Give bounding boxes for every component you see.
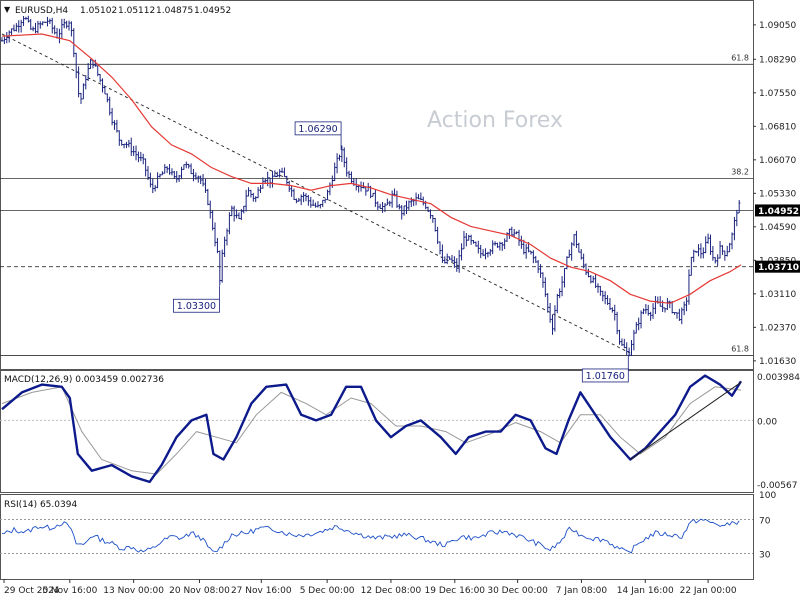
ohlc-bars (0, 15, 741, 357)
price-y-tick-label: 1.02370 (759, 323, 796, 333)
price-label-box (173, 298, 220, 313)
price-y-tick-label: 1.09050 (759, 21, 796, 31)
header-ohlc-value: 1.05112 (118, 6, 155, 16)
x-tick-label: 29 Oct 2024 (4, 586, 60, 596)
price-y-tick-label: 1.08290 (759, 55, 796, 65)
header-ohlc-value: 1.04952 (194, 6, 231, 16)
price-y-tick-label: 1.04590 (759, 223, 796, 233)
macd-line (1, 374, 743, 484)
moving-average-line (1, 33, 742, 304)
axis-price-tag-text: 1.03710 (758, 263, 799, 273)
price-y-tick-label: 1.06070 (759, 156, 796, 166)
x-tick-label: 5 Dec 00:00 (300, 586, 355, 596)
price-y-tick-label: 1.03110 (759, 290, 796, 300)
x-tick-label: 20 Nov 08:00 (169, 586, 230, 596)
header-ohlc-value: 1.04875 (156, 6, 193, 16)
macd-signal-line (1, 386, 742, 475)
x-tick-label: 22 Jan 00:00 (680, 586, 737, 596)
axis-price-tag (755, 260, 800, 273)
header-ohlc-value: 1.05102 (80, 6, 117, 16)
rsi-y-tick-label: 70 (759, 517, 771, 527)
macd-y-tick-label: 0.00 (757, 417, 777, 427)
x-tick-label: 14 Jan 16:00 (617, 586, 674, 596)
price-y-tick-label: 1.01630 (759, 357, 796, 367)
macd-y-tick-label: -0.00567 (757, 481, 797, 491)
rsi-y-tick-label: 100 (759, 491, 776, 501)
price-label-text: 1.03300 (177, 301, 216, 312)
x-tick-label: 12 Dec 08:00 (361, 586, 422, 596)
x-tick-label: 27 Nov 16:00 (231, 586, 292, 596)
level-label: 61.8 (731, 53, 749, 62)
x-tick-label: 7 Jan 08:00 (556, 586, 608, 596)
level-label: 38.2 (731, 167, 749, 176)
price-y-tick-label: 1.07550 (759, 89, 796, 99)
panel-frame-1 (0, 370, 754, 493)
axis-price-tag-text: 1.04952 (758, 207, 799, 217)
x-tick-label: 13 Nov 00:00 (103, 586, 164, 596)
rsi-y-tick-label: 30 (759, 551, 771, 561)
price-label-box (581, 368, 629, 383)
level-label: 61.8 (731, 344, 749, 353)
price-label-text: 1.06290 (298, 124, 337, 135)
price-y-tick-label: 1.06810 (759, 122, 796, 132)
macd-trend-line (630, 381, 742, 460)
price-label-box (294, 121, 342, 136)
rsi-line (1, 518, 740, 554)
x-tick-label: 5 Nov 16:00 (42, 586, 97, 596)
panel-frame-0 (0, 0, 754, 370)
axis-price-tag (755, 204, 800, 217)
x-tick-label: 30 Dec 00:00 (487, 586, 548, 596)
chart-title: EURUSD,H4 (15, 6, 68, 16)
macd-title: MACD(12,26,9) 0.003459 0.002736 (4, 375, 164, 385)
watermark: Action Forex (427, 108, 563, 133)
price-y-tick-label: 1.05330 (759, 189, 796, 199)
macd-y-tick-label: 0.003984 (757, 373, 800, 383)
x-tick-label: 19 Dec 16:00 (425, 586, 486, 596)
price-label-text: 1.01760 (586, 371, 625, 382)
rsi-title: RSI(14) 65.0394 (4, 500, 77, 510)
dropdown-arrow-icon: ▼ (4, 5, 11, 14)
